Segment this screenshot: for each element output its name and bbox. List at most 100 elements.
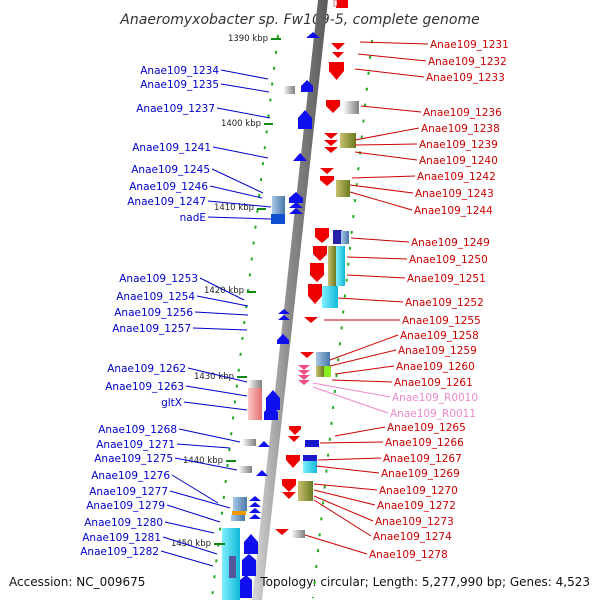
gene-label-right[interactable]: Anae109_1269 <box>381 468 460 480</box>
leader-line <box>160 550 214 567</box>
gene-label-right[interactable]: Anae109_1272 <box>377 500 456 512</box>
gene-label-right[interactable]: Anae109_1242 <box>417 171 496 183</box>
gene-label-left[interactable]: Anae109_1281 <box>82 532 161 544</box>
leader-line <box>220 83 270 93</box>
leader-line <box>319 441 384 444</box>
gene-label-left[interactable]: Anae109_1276 <box>91 470 170 482</box>
gene-label-left[interactable]: Anae109_1234 <box>140 65 219 77</box>
right-strand-genes <box>275 43 359 538</box>
gene-label-left[interactable]: Anae109_1254 <box>116 291 195 303</box>
leader-line <box>315 465 380 474</box>
gene-label-left[interactable]: Anae109_1241 <box>132 142 211 154</box>
gene-box <box>322 286 338 308</box>
gene-label-left[interactable]: Anae109_1253 <box>119 273 198 285</box>
gene-label-left[interactable]: Anae109_1279 <box>86 500 165 512</box>
gene-label-left[interactable]: Anae109_1277 <box>89 486 168 498</box>
kbp-scale: 1390 kbp 1400 kbp 1410 kbp 1420 kbp 1430… <box>171 34 281 549</box>
gene-label-right[interactable]: Anae109_1238 <box>421 123 500 135</box>
gene-box <box>305 440 319 447</box>
gene-arrow <box>277 334 289 344</box>
gene-label-left[interactable]: Anae109_1257 <box>112 323 191 335</box>
gene-label-right[interactable]: Anae109_1236 <box>423 107 502 119</box>
gene-label-right[interactable]: Anae109_1258 <box>400 330 479 342</box>
gene-label-left[interactable]: Anae109_1247 <box>127 196 206 208</box>
gene-box <box>336 180 350 197</box>
leader-line <box>183 401 248 411</box>
gene-label-left[interactable]: Anae109_1271 <box>96 439 175 451</box>
gene-arrow <box>264 405 278 420</box>
gene-label-right[interactable]: Anae109_1265 <box>387 422 466 434</box>
gene-label-left[interactable]: Anae109_1280 <box>84 517 163 529</box>
gene-label-left[interactable]: Anae109_1275 <box>94 453 173 465</box>
gene-box <box>343 101 359 114</box>
gene-arrow <box>282 479 296 492</box>
gene-label-right[interactable]: Anae109_1233 <box>426 72 505 84</box>
gene-label-right[interactable]: Anae109_1243 <box>415 188 494 200</box>
gene-label-right[interactable]: Anae109_1244 <box>414 205 493 217</box>
gene-label-right[interactable]: Anae109_1251 <box>407 273 486 285</box>
gene-label-right[interactable]: Anae109_1274 <box>373 531 452 543</box>
gene-label-right[interactable]: Anae109_1270 <box>379 485 458 497</box>
leader-line <box>166 504 221 523</box>
gene-label-left[interactable]: Anae109_1235 <box>140 79 219 91</box>
gene-label-right[interactable]: Anae109_1239 <box>419 139 498 151</box>
leader-line <box>312 386 389 414</box>
gene-arrow <box>278 315 290 320</box>
gene-label-right[interactable]: Anae109_1273 <box>375 516 454 528</box>
leader-line <box>331 379 393 383</box>
gene-label-right[interactable]: Anae109_1240 <box>419 155 498 167</box>
gene-label-right[interactable]: Anae109_1260 <box>396 361 475 373</box>
gene-label-left[interactable]: Anae109_1263 <box>105 381 184 393</box>
gene-arrow <box>289 208 303 214</box>
gene-arrow <box>266 390 280 410</box>
gene-box <box>291 530 305 538</box>
rna-gene-label-right[interactable]: Anae109_R0010 <box>392 392 478 404</box>
gene-label-left[interactable]: Anae109_1256 <box>114 307 193 319</box>
gene-label-right[interactable]: Anae109_1255 <box>402 315 481 327</box>
gene-box <box>340 133 356 148</box>
gene-label-right[interactable]: Anae109_1261 <box>394 377 473 389</box>
gene-box <box>238 466 252 473</box>
gene-label-right[interactable]: Anae109_1278 <box>369 549 448 561</box>
gene-label-left[interactable]: Anae109_1282 <box>80 546 159 558</box>
gene-arrow <box>301 80 313 92</box>
gene-label-right[interactable]: Anae109_1249 <box>411 237 490 249</box>
gene-label-left[interactable]: Anae109_1268 <box>98 424 177 436</box>
gene-label-left[interactable]: Anae109_1245 <box>131 164 210 176</box>
gene-box <box>272 196 285 214</box>
gene-box <box>336 246 345 286</box>
gene-box <box>298 481 313 501</box>
gene-label-right[interactable]: Anae109_1250 <box>409 254 488 266</box>
gene-label-right[interactable]: Anae109_1259 <box>398 345 477 357</box>
rna-gene-label-right[interactable]: Anae109_R0011 <box>390 408 476 420</box>
gene-label-left[interactable]: gltX <box>161 397 182 409</box>
gene-box <box>231 515 245 521</box>
leader-line <box>354 127 420 141</box>
leader-line <box>354 68 425 78</box>
leader-line <box>349 191 413 211</box>
accession-text: Accession: NC_009675 <box>9 575 145 589</box>
kbp-marker: 1400 kbp <box>221 119 261 129</box>
gene-box <box>336 0 348 8</box>
gene-arrow <box>240 575 252 598</box>
gene-label-right[interactable]: Anae109_1252 <box>405 297 484 309</box>
gene-label-left[interactable]: nadE <box>180 212 206 224</box>
gene-label-right[interactable]: Anae109_1231 <box>430 39 509 51</box>
gene-label-left[interactable]: Anae109_1246 <box>129 181 208 193</box>
leader-line <box>354 143 418 146</box>
leader-line <box>349 184 414 194</box>
gene-box <box>233 497 247 511</box>
leader-line <box>171 474 219 504</box>
gene-arrow <box>320 176 334 186</box>
gene-label-left[interactable]: Anae109_1262 <box>107 363 186 375</box>
gene-arrow <box>258 441 270 447</box>
leader-line <box>329 349 397 367</box>
gene-label-right[interactable]: Anae109_1232 <box>428 56 507 68</box>
gene-arrow <box>329 62 344 80</box>
gene-label-right[interactable]: Anae109_1267 <box>383 453 462 465</box>
leader-line <box>185 385 248 397</box>
gene-label-left[interactable]: Anae109_1237 <box>136 103 215 115</box>
leader-line <box>351 175 416 179</box>
gene-label-right[interactable]: Anae109_1266 <box>385 437 464 449</box>
